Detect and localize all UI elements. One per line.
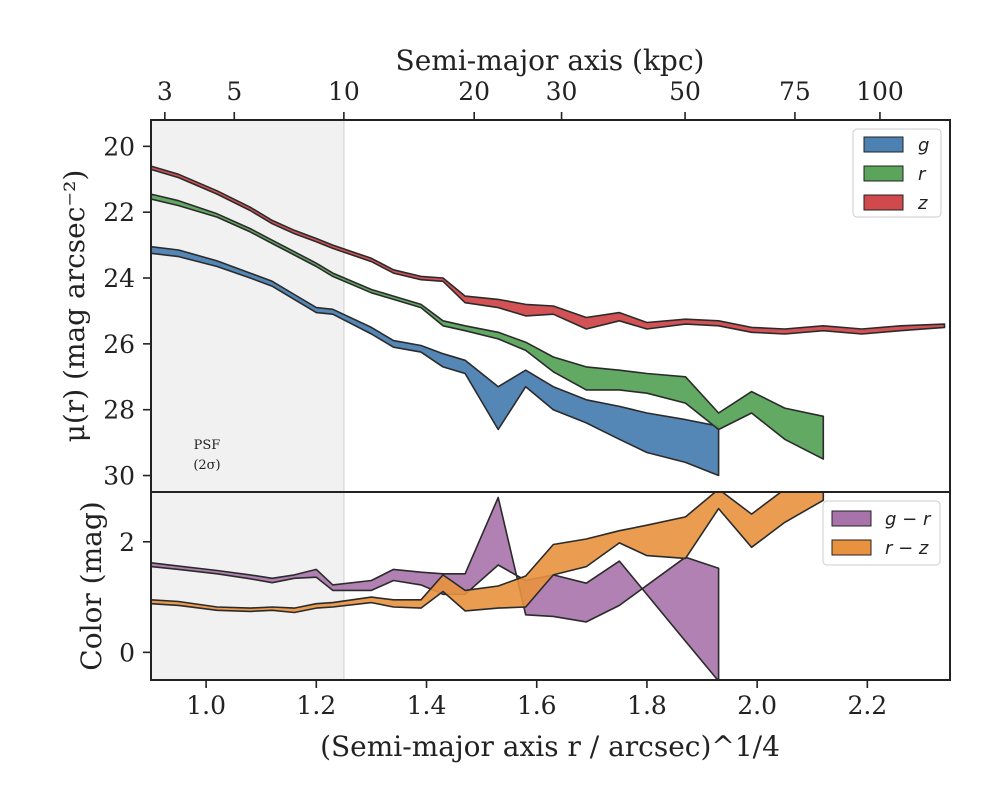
x-tick-label: 1.6	[517, 691, 557, 720]
legend-label-r-minus-z: r − z	[885, 538, 929, 559]
band-g	[151, 245, 720, 477]
legend-swatch-g	[863, 136, 904, 153]
psf-region-bottom	[151, 492, 344, 680]
surface-brightness-ylabel: μ(r) (mag arcsec⁻²)	[58, 170, 91, 443]
top-tick-label: 10	[328, 77, 360, 106]
color-y-tick-label: 0	[119, 638, 135, 667]
legend-label-r: r	[918, 164, 927, 185]
band-r	[151, 193, 825, 460]
top-tick-label: 20	[458, 77, 490, 106]
x-tick-label: 1.8	[627, 691, 667, 720]
band-z	[151, 165, 946, 335]
psf-label: PSF	[194, 438, 221, 453]
legend-label-g-minus-r: g − r	[885, 509, 932, 530]
y-tick-label: 30	[103, 462, 135, 491]
x-tick-label: 2.2	[847, 691, 887, 720]
color-frame	[150, 491, 951, 681]
x-tick-label: 1.2	[296, 691, 336, 720]
legend-swatch-g-minus-r	[831, 510, 872, 527]
legend-swatch-z	[863, 194, 904, 211]
color-ylabel: Color (mag)	[75, 501, 108, 670]
top-tick-label: 3	[157, 77, 173, 106]
top-tick-label: 100	[856, 77, 904, 106]
top-tick-label: 5	[226, 77, 242, 106]
legend-swatch-r	[863, 165, 904, 182]
surface-brightness-panel: PSF (2σ) 20 22 24 26 28 30 3 5 10 20 30 50 75 100 g …	[58, 44, 951, 493]
top-tick-label: 50	[669, 77, 701, 106]
y-tick-label: 20	[103, 132, 135, 161]
legend-swatch-r-minus-z	[831, 539, 872, 556]
x-tick-label: 2.0	[737, 691, 777, 720]
y-tick-label: 24	[103, 264, 135, 293]
color-legend: g − r r − z	[822, 500, 941, 566]
top-axis-label: Semi-major axis (kpc)	[396, 44, 705, 77]
x-axis-label: (Semi-major axis r / arcsec)^1/4	[320, 730, 780, 763]
top-tick-label: 75	[779, 77, 811, 106]
color-panel: 0 2 1.0 1.2 1.4 1.6 1.8 2.0 2.2 g − r r − z Col…	[75, 491, 951, 763]
legend-label-z: z	[917, 193, 928, 214]
psf-label-sigma: (2σ)	[193, 458, 220, 473]
top-tick-label: 30	[546, 77, 578, 106]
band-r-z	[151, 492, 825, 614]
x-tick-label: 1.0	[186, 691, 226, 720]
x-tick-label: 1.4	[407, 691, 447, 720]
surface-brightness-legend: g r z	[852, 128, 942, 218]
legend-label-g: g	[918, 135, 929, 156]
color-y-tick-label: 2	[119, 528, 135, 557]
y-tick-label: 28	[103, 396, 135, 425]
y-tick-label: 22	[103, 198, 135, 227]
y-tick-label: 26	[103, 330, 135, 359]
